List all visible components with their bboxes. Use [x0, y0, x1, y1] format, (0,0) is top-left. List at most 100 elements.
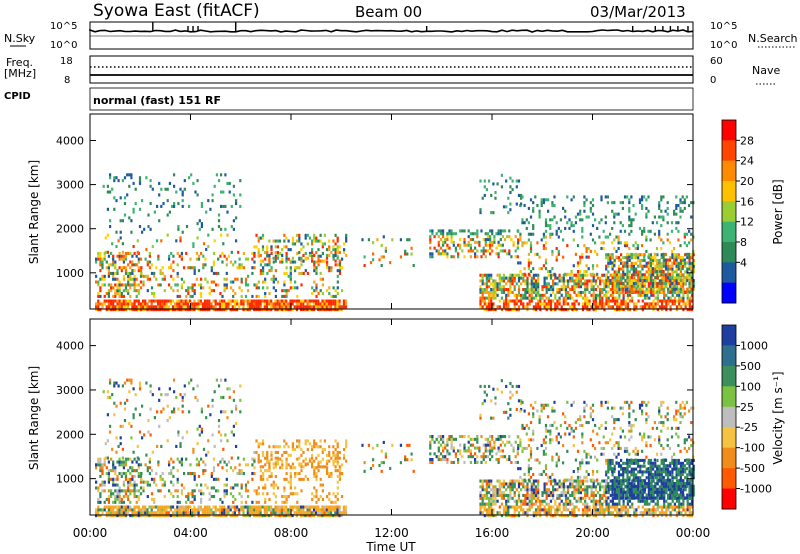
- echo-cell: [639, 293, 642, 297]
- echo-cell: [492, 308, 495, 312]
- echo-cell: [110, 251, 113, 255]
- echo-cell: [543, 285, 546, 289]
- echo-cell: [505, 293, 508, 297]
- echo-cell: [304, 251, 307, 255]
- echo-cell: [174, 283, 177, 287]
- echo-cell: [321, 245, 324, 249]
- echo-cell: [281, 495, 284, 499]
- echo-cell: [539, 514, 542, 518]
- echo-cell: [515, 407, 518, 411]
- echo-cell: [520, 402, 523, 406]
- echo-cell: [513, 514, 516, 518]
- echo-cell: [176, 500, 179, 504]
- echo-cell: [489, 440, 492, 444]
- echo-cell: [525, 226, 528, 230]
- echo-cell: [588, 290, 591, 294]
- echo-cell: [311, 256, 314, 260]
- echo-cell: [122, 460, 125, 464]
- echo-cell: [279, 466, 282, 470]
- echo-cell: [330, 251, 333, 255]
- echo-cell: [641, 258, 644, 262]
- echo-cell: [276, 251, 279, 255]
- echo-cell: [193, 508, 196, 512]
- echo-cell: [516, 255, 519, 259]
- echo-cell: [124, 299, 128, 303]
- echo-cell: [513, 299, 516, 303]
- echo-cell: [611, 273, 614, 277]
- echo-cell: [485, 290, 488, 294]
- echo-cell: [118, 254, 121, 258]
- echo-cell: [532, 305, 535, 309]
- echo-cell: [442, 458, 445, 462]
- echo-cell: [107, 294, 110, 298]
- echo-cell: [242, 514, 245, 518]
- echo-cell: [283, 505, 286, 509]
- echo-cell: [662, 272, 665, 276]
- echo-cell: [601, 290, 604, 294]
- echo-cell: [133, 289, 136, 293]
- echo-cell: [491, 449, 494, 453]
- echo-cell: [521, 218, 524, 222]
- echo-cell: [165, 305, 168, 309]
- echo-cell: [328, 459, 331, 463]
- echo-cell: [621, 201, 624, 205]
- echo-cell: [197, 508, 200, 512]
- echo-cell: [321, 497, 324, 501]
- echo-cell: [103, 460, 106, 464]
- echo-cell: [99, 263, 102, 267]
- echo-cell: [545, 488, 548, 492]
- echo-cell: [149, 227, 152, 231]
- echo-cell: [173, 204, 176, 208]
- echo-cell: [336, 453, 339, 457]
- echo-cell: [315, 302, 318, 306]
- echo-cell: [484, 437, 487, 441]
- echo-cell: [234, 260, 237, 264]
- echo-cell: [681, 273, 685, 277]
- echo-cell: [226, 181, 229, 185]
- echo-cell: [283, 302, 286, 306]
- echo-cell: [615, 287, 618, 291]
- echo-cell: [494, 191, 497, 195]
- echo-cell: [545, 305, 548, 309]
- echo-cell: [146, 466, 149, 470]
- velocity-cells: [95, 378, 695, 518]
- echo-cell: [558, 299, 561, 303]
- echo-cell: [302, 299, 305, 303]
- echo-cell: [248, 508, 251, 512]
- echo-cell: [270, 457, 273, 461]
- echo-cell: [257, 514, 260, 518]
- echo-cell: [120, 489, 123, 493]
- echo-cell: [150, 305, 153, 309]
- echo-cell: [469, 238, 472, 242]
- echo-cell: [217, 463, 220, 467]
- echo-cell: [601, 302, 604, 306]
- echo-cell: [156, 410, 159, 414]
- echo-cell: [505, 511, 508, 515]
- echo-cell: [485, 514, 488, 518]
- echo-cell: [675, 290, 679, 294]
- echo-cell: [255, 450, 258, 454]
- echo-cell: [517, 276, 521, 280]
- echo-cell: [684, 270, 687, 274]
- echo-cell: [319, 271, 322, 275]
- echo-cell: [120, 283, 123, 287]
- echo-cell: [120, 308, 123, 312]
- echo-cell: [442, 243, 445, 247]
- echo-cell: [628, 224, 631, 228]
- echo-cell: [295, 308, 298, 312]
- echo-cell: [99, 269, 102, 273]
- echo-cell: [178, 460, 181, 464]
- echo-cell: [135, 511, 138, 515]
- echo-cell: [552, 493, 555, 497]
- echo-cell: [571, 285, 574, 289]
- echo-cell: [236, 508, 239, 512]
- echo-cell: [690, 238, 693, 242]
- echo-cell: [684, 281, 687, 285]
- echo-cell: [189, 286, 192, 290]
- echo-cell: [660, 198, 663, 202]
- echo-cell: [515, 179, 518, 183]
- echo-cell: [291, 302, 294, 306]
- echo-cell: [107, 472, 110, 476]
- echo-cell: [133, 489, 136, 493]
- echo-cell: [481, 485, 484, 489]
